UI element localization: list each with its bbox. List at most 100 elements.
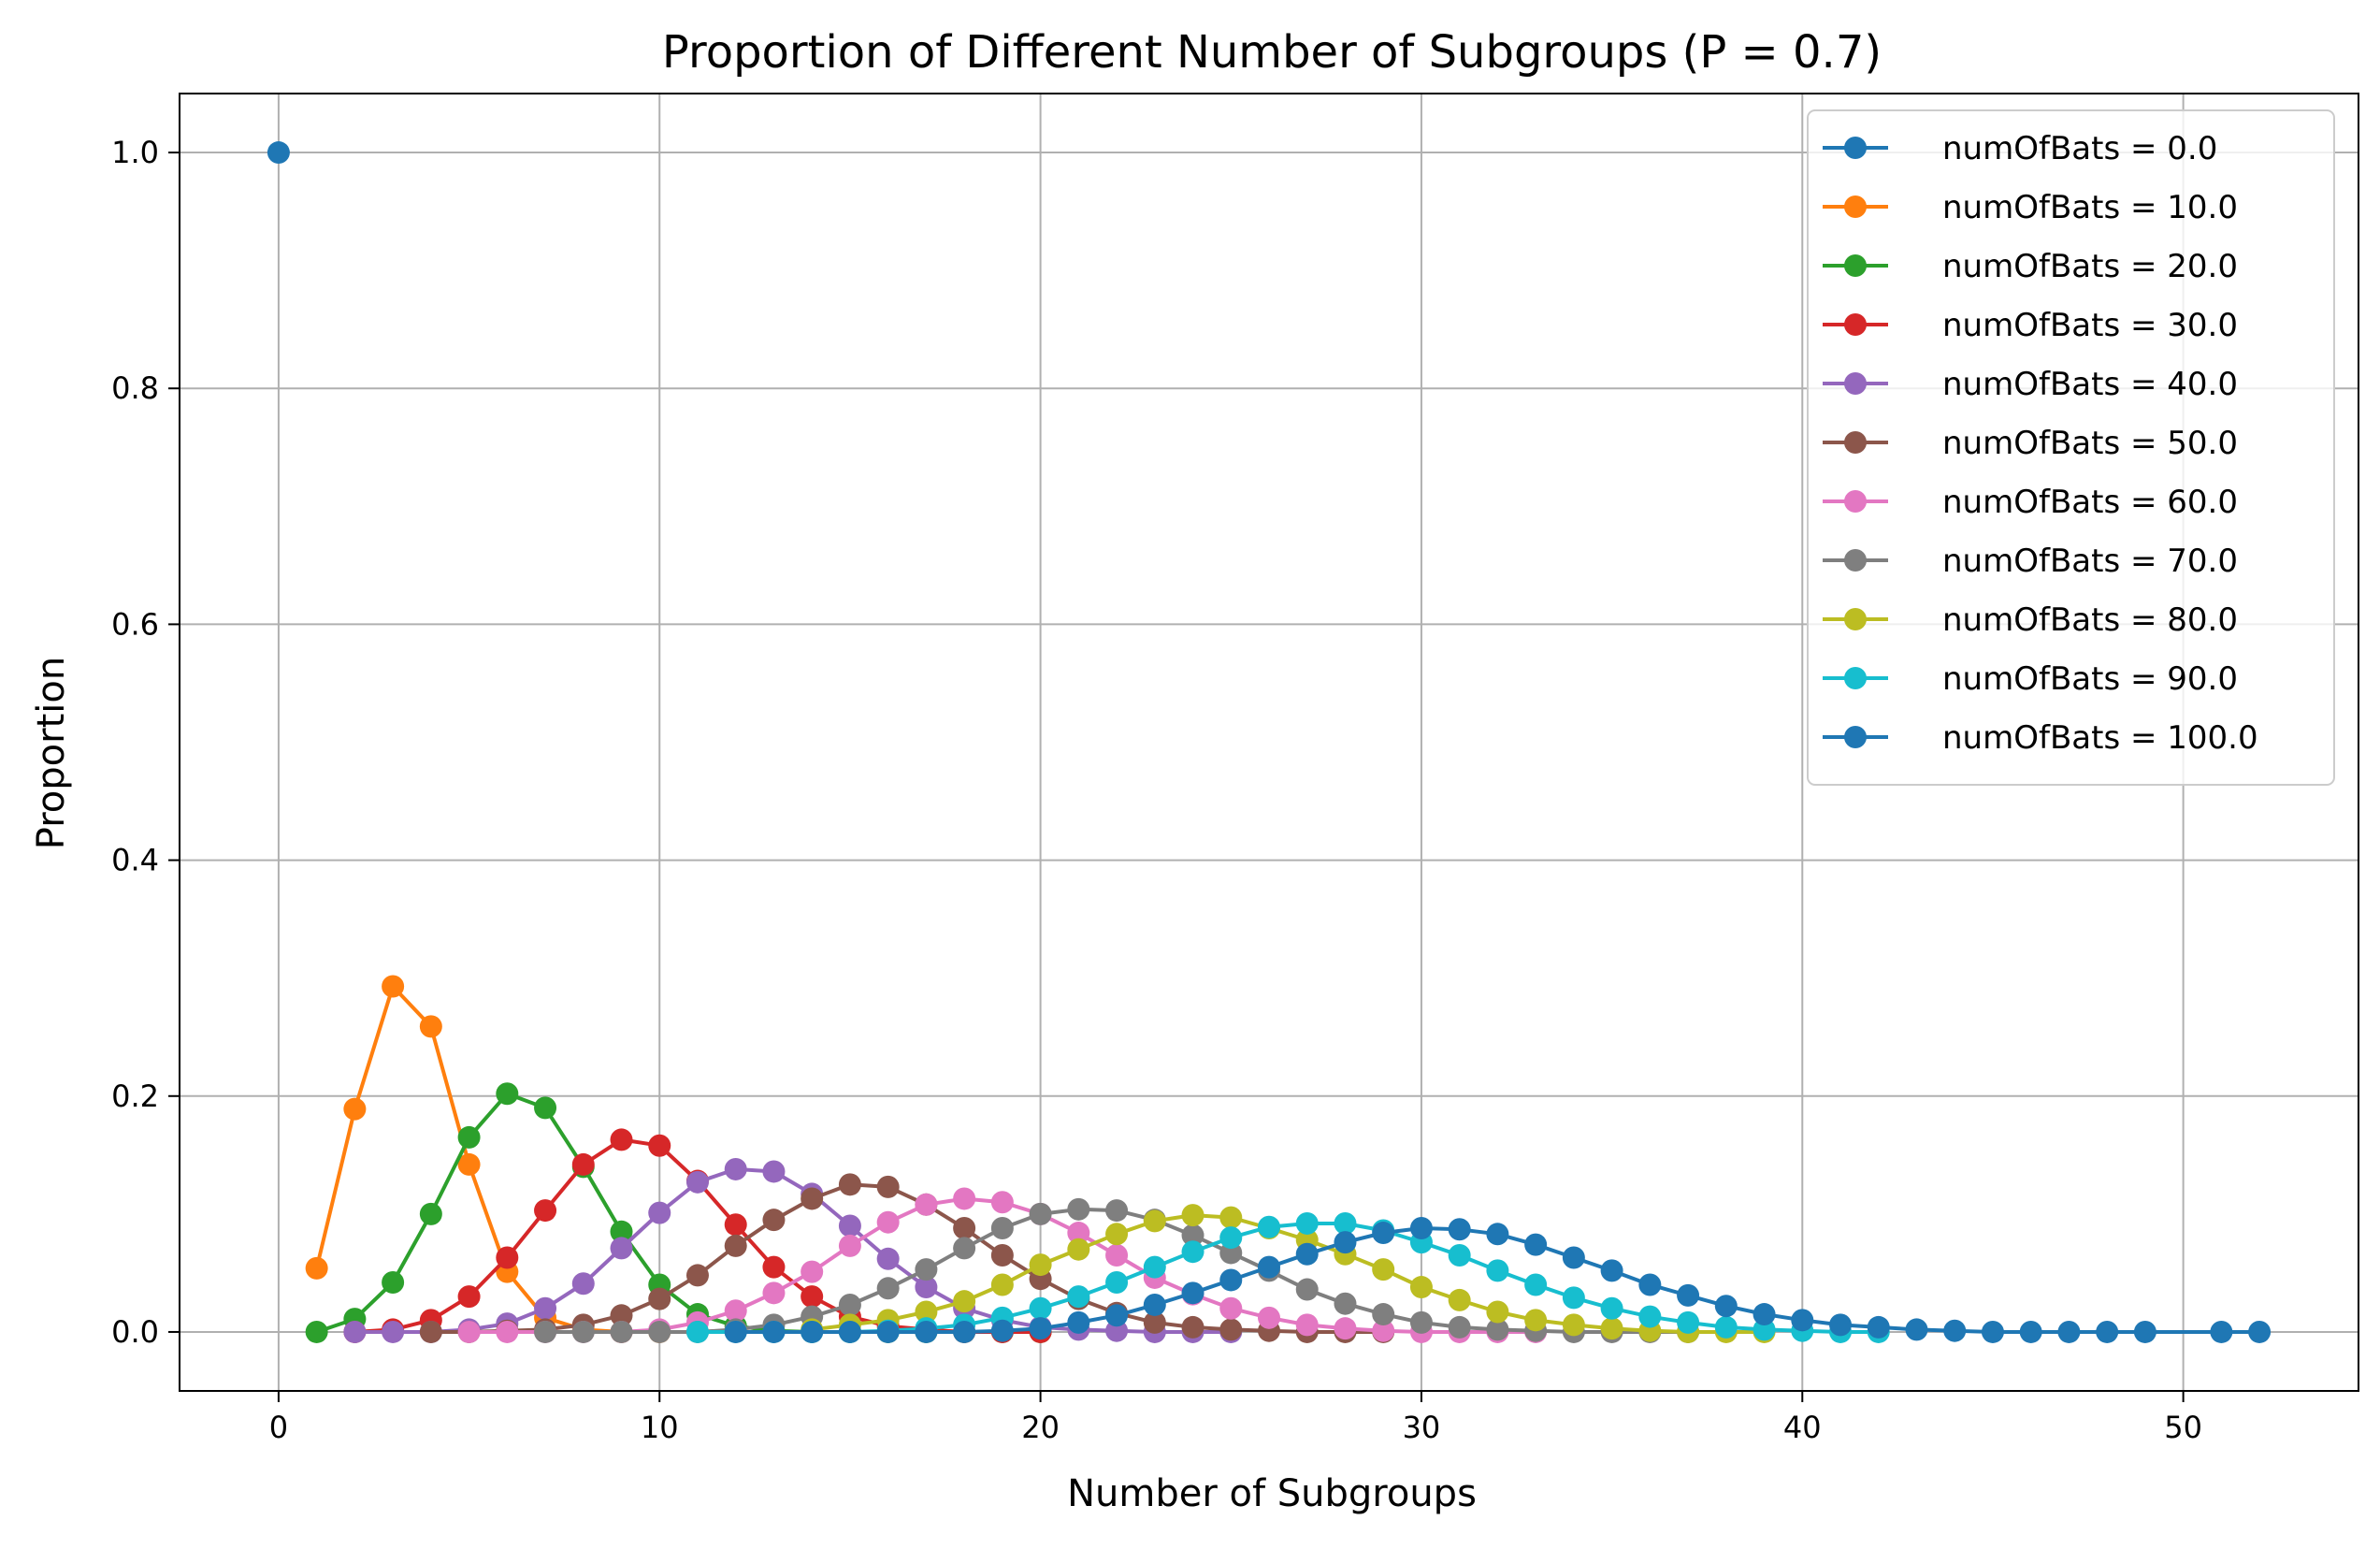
data-point [382,975,405,998]
data-point [1409,1276,1433,1299]
data-point [762,1281,786,1305]
data-point [496,1320,519,1343]
data-point [1524,1273,1548,1296]
legend-label: numOfBats = 0.0 [1942,130,2217,167]
data-point [1105,1223,1129,1246]
data-point [876,1277,900,1300]
data-point [457,1125,481,1149]
axis-ticks: 0 10 20 30 40 50 0.0 0.2 0.4 0.6 0.8 1.0 [111,135,2202,1445]
data-point [1409,1216,1433,1239]
data-point [1219,1206,1243,1229]
y-tick-label: 0.4 [111,843,159,878]
data-point [1219,1226,1243,1250]
data-point [1143,1293,1166,1316]
data-point [1029,1202,1052,1225]
x-tick-label: 50 [2164,1410,2202,1445]
data-point [838,1293,861,1316]
data-point [1219,1296,1243,1320]
y-tick-label: 0.2 [111,1079,159,1114]
data-point [990,1216,1014,1239]
legend-marker [1844,549,1867,572]
data-point [762,1160,786,1183]
data-point [685,1320,709,1343]
data-point [953,1216,976,1239]
data-point [1562,1246,1585,1269]
data-point [1143,1310,1166,1334]
legend-box [1807,109,2335,786]
data-point [685,1264,709,1287]
legend-label: numOfBats = 50.0 [1942,425,2238,462]
data-point [1448,1288,1471,1311]
data-point [801,1320,824,1343]
series-0 [267,141,290,165]
legend-label: numOfBats = 80.0 [1942,601,2238,639]
data-point [1181,1204,1204,1227]
data-point [610,1304,633,1327]
data-point [305,1320,328,1343]
data-point [1600,1317,1623,1340]
data-point [571,1152,595,1176]
x-tick-label: 0 [269,1410,288,1445]
data-point [1181,1281,1204,1305]
data-point [1562,1286,1585,1310]
data-point [419,1320,442,1343]
data-point [1372,1258,1395,1281]
data-point [1600,1296,1623,1320]
data-point [1372,1319,1395,1342]
data-point [382,1320,405,1343]
legend-label: numOfBats = 40.0 [1942,366,2238,403]
data-point [1867,1315,1890,1339]
data-point [685,1170,709,1194]
data-point [419,1015,442,1038]
data-point [1029,1253,1052,1277]
data-point [457,1320,481,1343]
data-point [990,1273,1014,1296]
legend-item: numOfBats = 60.0 [1823,484,2238,521]
data-point [1295,1242,1319,1266]
data-point [1181,1315,1204,1339]
data-point [1105,1304,1129,1327]
data-point [534,1199,557,1223]
data-point [1638,1305,1662,1328]
data-point [1029,1296,1052,1320]
data-point [1714,1315,1738,1339]
data-point [838,1234,861,1257]
data-point [724,1157,747,1180]
data-point [953,1320,976,1343]
data-point [876,1210,900,1234]
data-point [1486,1259,1509,1282]
data-point [267,141,290,165]
legend-label: numOfBats = 20.0 [1942,248,2238,285]
data-point [1334,1211,1357,1235]
series-10 [724,1216,2272,1343]
data-point [1334,1317,1357,1340]
legend-label: numOfBats = 90.0 [1942,660,2238,698]
data-point [648,1134,671,1157]
legend-marker [1844,726,1867,748]
data-point [801,1260,824,1283]
data-point [724,1234,747,1257]
legend-marker [1844,372,1867,395]
data-point [343,1097,367,1121]
data-point [1105,1199,1129,1223]
x-axis-label: Number of Subgroups [1067,1472,1477,1515]
series-layer [267,141,2272,1343]
data-point [915,1193,938,1216]
legend-marker [1844,137,1867,159]
data-point [915,1300,938,1324]
legend-label: numOfBats = 60.0 [1942,484,2238,521]
data-point [990,1191,1014,1214]
legend-marker [1844,490,1867,513]
data-point [990,1243,1014,1267]
chart-title: Proportion of Different Number of Subgro… [662,26,1882,79]
data-point [534,1296,557,1320]
legend-item: numOfBats = 80.0 [1823,601,2238,639]
data-point [2133,1320,2156,1343]
data-point [457,1285,481,1309]
data-point [801,1285,824,1309]
y-tick-label: 1.0 [111,135,159,170]
legend-label: numOfBats = 70.0 [1942,543,2238,580]
x-tick-label: 20 [1021,1410,1060,1445]
data-point [1334,1292,1357,1315]
data-point [1524,1233,1548,1256]
